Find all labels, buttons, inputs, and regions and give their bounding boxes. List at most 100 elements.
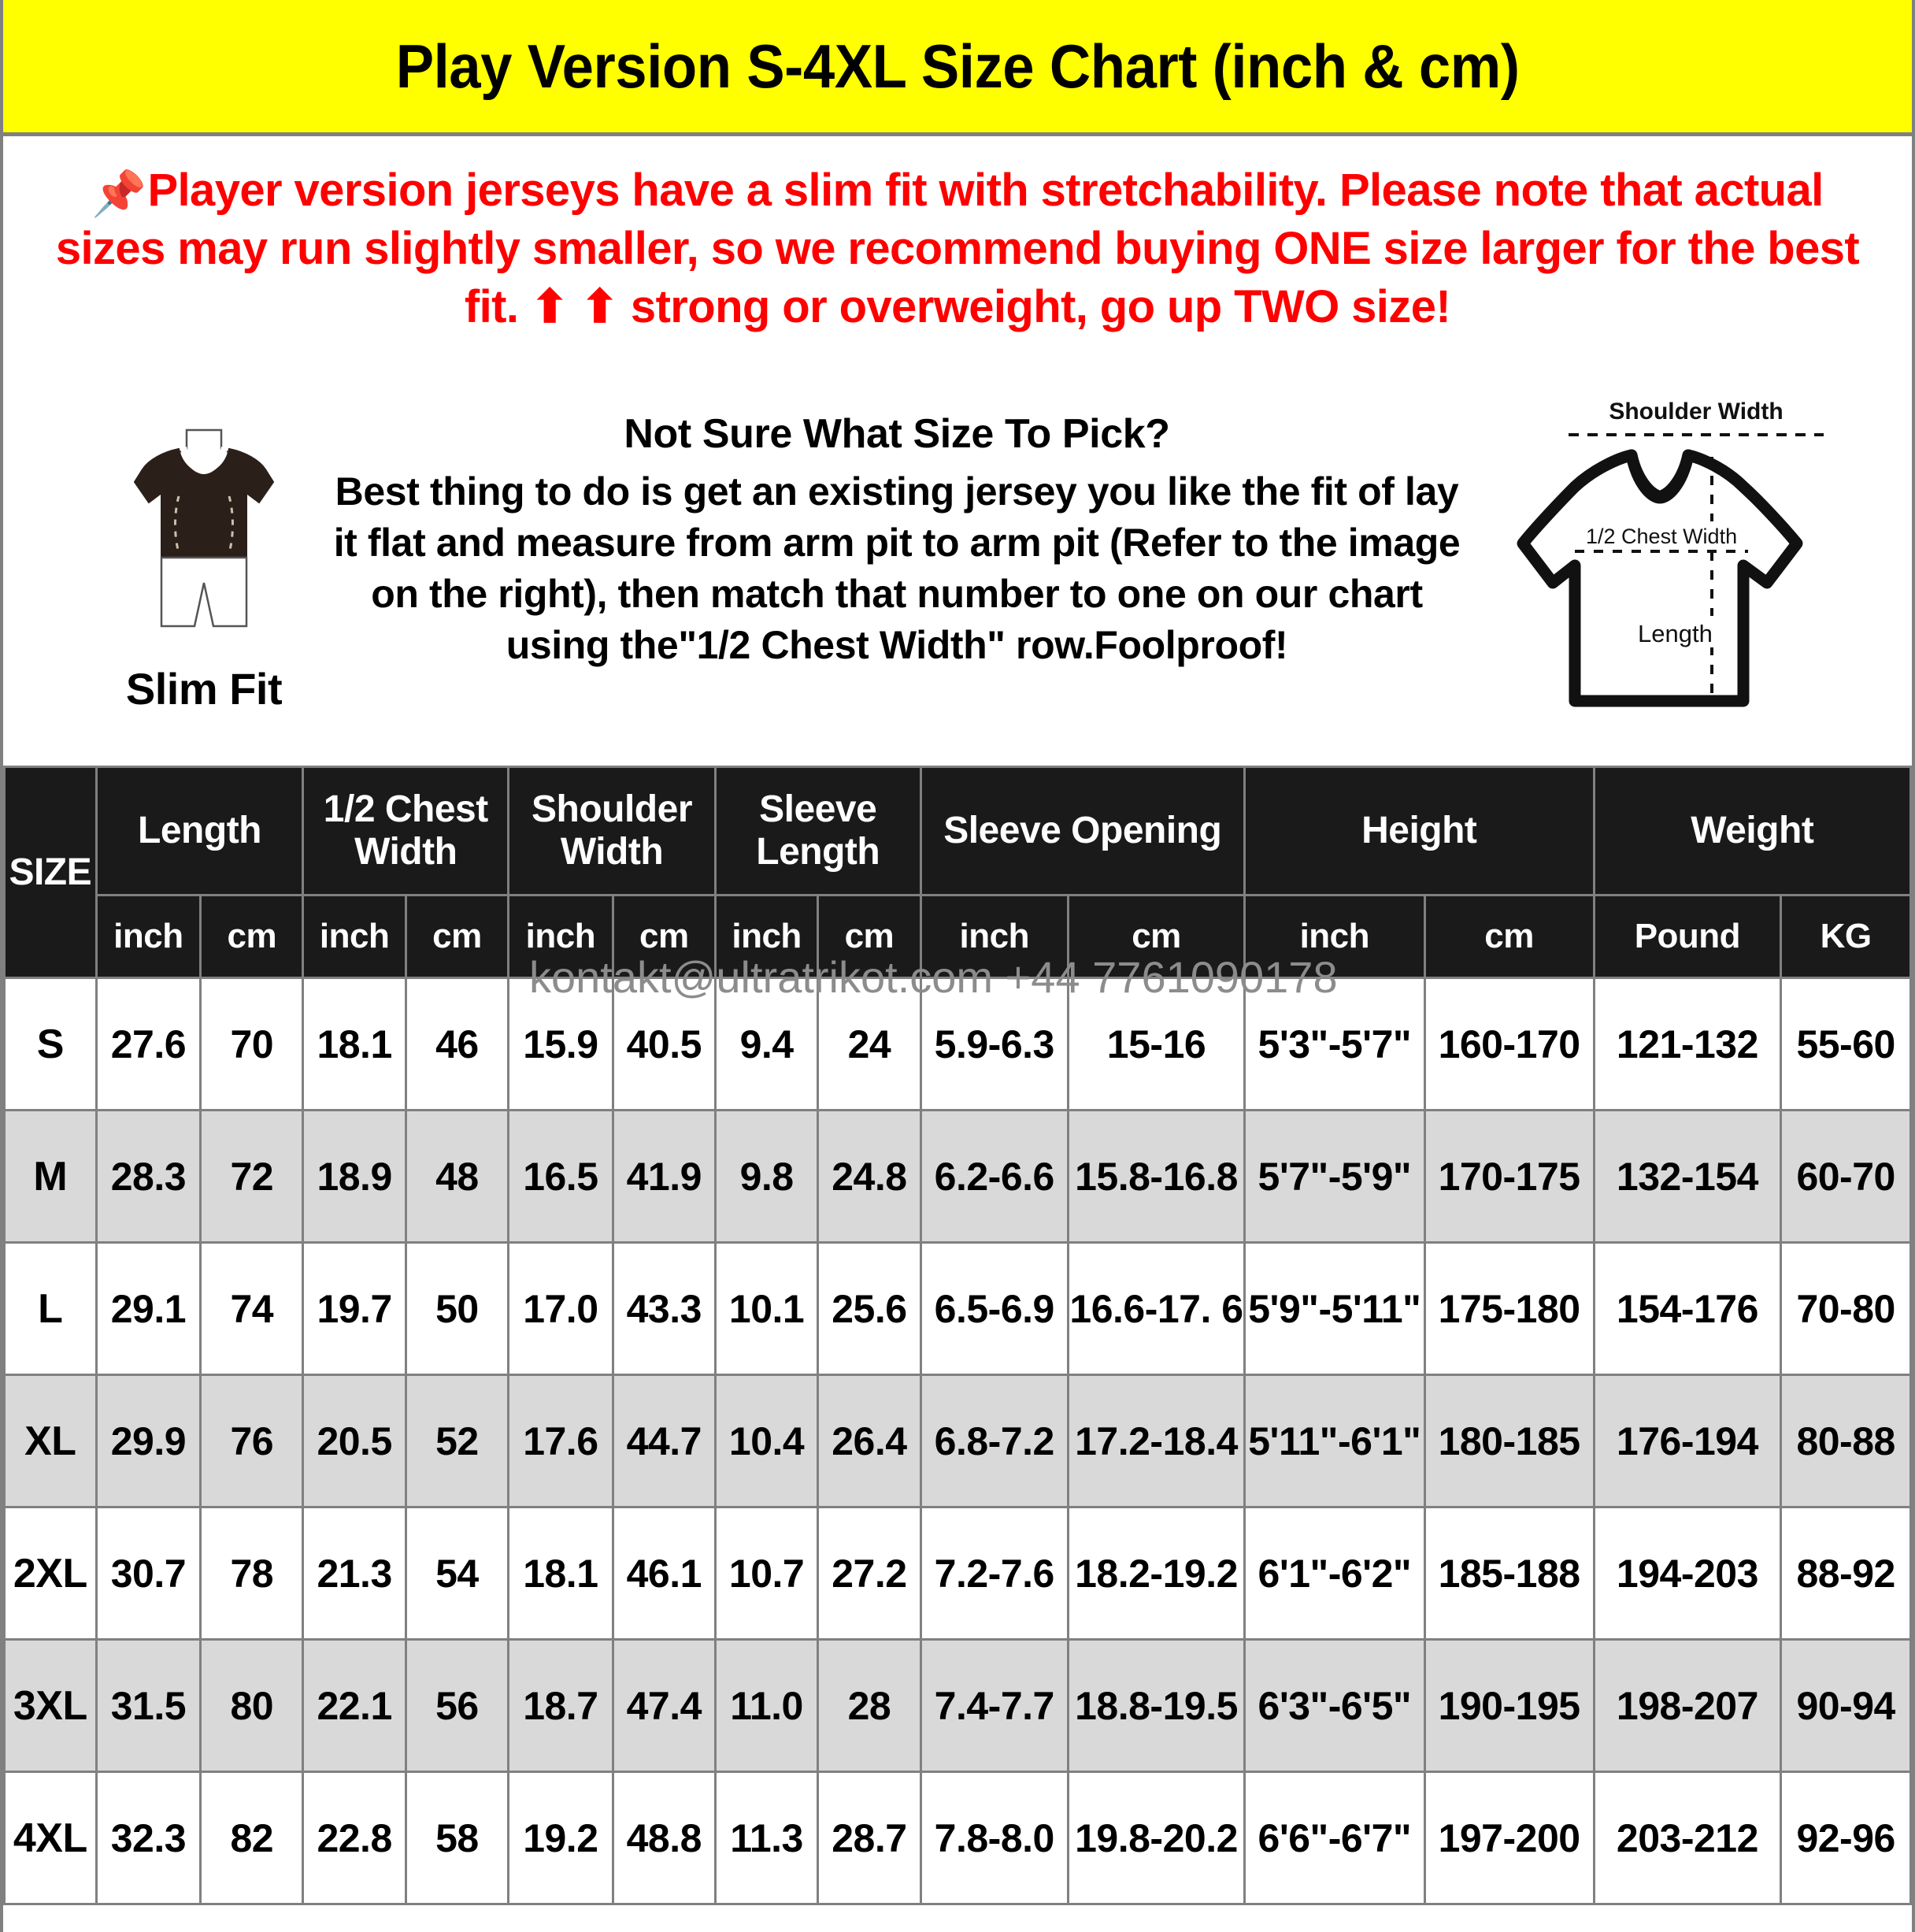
cell-inch: 10.7 [713, 1506, 820, 1641]
cell-pound: 132-154 [1592, 1109, 1783, 1244]
cell-inch: 11.0 [713, 1638, 820, 1773]
cell-cm: 41.9 [611, 1109, 717, 1244]
cell-inch: 20.5 [302, 1374, 407, 1508]
cell-cm: 190-195 [1423, 1638, 1595, 1773]
cell-cm: 16.6-17. 6 [1066, 1241, 1246, 1376]
cell-cm: 15.8-16.8 [1066, 1109, 1246, 1244]
cell-cm: 185-188 [1423, 1506, 1595, 1641]
cell-inch: 9.8 [713, 1109, 820, 1244]
cell-inch: 16.5 [507, 1109, 614, 1244]
table-header-group-row: SIZE Length 1/2 Chest Width Shoulder Wid… [3, 766, 1913, 979]
cell-pound: 121-132 [1592, 977, 1783, 1111]
table-row: M 28.3 72 18.9 48 16.5 41.9 9.8 24.8 6.2-6.6 15.8-… [3, 1109, 1912, 1244]
header-weight: Weight [1592, 766, 1913, 896]
cell-inch: 5'3"-5'7" [1243, 977, 1426, 1111]
table-head: SIZE Length 1/2 Chest Width Shoulder Wid… [3, 766, 1913, 979]
shoulder-width-label: Shoulder Width [1609, 399, 1783, 425]
cell-inch: 6'1"-6'2" [1243, 1506, 1426, 1641]
slim-fit-figure: Slim Fit [74, 425, 334, 714]
cell-inch: 10.1 [713, 1241, 820, 1376]
length-label: Length [1638, 620, 1713, 647]
cell-inch: 30.7 [94, 1506, 202, 1641]
cell-cm: 26.4 [817, 1374, 922, 1508]
cell-cm: 43.3 [611, 1241, 717, 1376]
cell-inch: 7.4-7.7 [919, 1638, 1069, 1773]
cell-size: 2XL [3, 1506, 98, 1641]
table-row: 4XL 32.3 82 22.8 58 19.2 48.8 11.3 28.7 7.8-8.0 19… [3, 1771, 1912, 1905]
unit-height-cm: cm [1423, 894, 1595, 979]
cell-size: L [3, 1241, 98, 1376]
cell-cm: 27.2 [817, 1506, 922, 1641]
cell-kg: 88-92 [1780, 1506, 1912, 1641]
cell-cm: 197-200 [1423, 1771, 1595, 1905]
size-chart-table: SIZE Length 1/2 Chest Width Shoulder Wid… [3, 766, 1913, 1905]
header-sleeve-length: Sleeve Length [713, 766, 922, 896]
cell-cm: 48.8 [611, 1771, 717, 1905]
cell-inch: 9.4 [713, 977, 820, 1111]
cell-inch: 29.9 [94, 1374, 202, 1508]
cell-inch: 17.0 [507, 1241, 614, 1376]
cell-inch: 6.5-6.9 [919, 1241, 1069, 1376]
cell-cm: 48 [404, 1109, 510, 1244]
cell-pound: 203-212 [1592, 1771, 1783, 1905]
cell-inch: 6'3"-6'5" [1243, 1638, 1426, 1773]
cell-kg: 90-94 [1780, 1638, 1912, 1773]
middle-band: Slim Fit Not Sure What Size To Pick? Bes… [3, 394, 1912, 764]
mannequin-icon [133, 428, 275, 628]
sizing-advice: Not Sure What Size To Pick? Best thing t… [326, 408, 1468, 671]
cell-pound: 154-176 [1592, 1241, 1783, 1376]
unit-shoulder-inch: inch [507, 894, 614, 979]
cell-kg: 55-60 [1780, 977, 1912, 1111]
cell-inch: 29.1 [94, 1241, 202, 1376]
cell-cm: 74 [199, 1241, 305, 1376]
unit-shoulder-cm: cm [611, 894, 717, 979]
unit-sleeve-length-inch: inch [713, 894, 820, 979]
cell-cm: 44.7 [611, 1374, 717, 1508]
cell-inch: 27.6 [94, 977, 202, 1111]
notice-text: 📌Player version jerseys have a slim fit … [31, 161, 1884, 337]
unit-sleeve-opening-cm: cm [1066, 894, 1246, 979]
cell-inch: 18.1 [302, 977, 407, 1111]
half-chest-width-label: 1/2 Chest Width [1586, 525, 1737, 548]
unit-height-inch: inch [1243, 894, 1426, 979]
table-row: L 29.1 74 19.7 50 17.0 43.3 10.1 25.6 6.5-6.9 16.6… [3, 1241, 1912, 1376]
cell-inch: 5.9-6.3 [919, 977, 1069, 1111]
cell-inch: 10.4 [713, 1374, 820, 1508]
cell-inch: 32.3 [94, 1771, 202, 1905]
cell-cm: 18.2-19.2 [1066, 1506, 1246, 1641]
cell-cm: 82 [199, 1771, 305, 1905]
unit-length-cm: cm [199, 894, 305, 979]
cell-kg: 60-70 [1780, 1109, 1912, 1244]
sizing-advice-headline: Not Sure What Size To Pick? [624, 411, 1170, 457]
cell-inch: 11.3 [713, 1771, 820, 1905]
cell-cm: 72 [199, 1109, 305, 1244]
cell-cm: 40.5 [611, 977, 717, 1111]
tshirt-collar-icon [1625, 449, 1695, 504]
header-half-chest-width: 1/2 Chest Width [302, 766, 510, 896]
unit-sleeve-opening-inch: inch [919, 894, 1069, 979]
cell-cm: 18.8-19.5 [1066, 1638, 1246, 1773]
cell-kg: 80-88 [1780, 1374, 1912, 1508]
cell-size: S [3, 977, 98, 1111]
table-body: S 27.6 70 18.1 46 15.9 40.5 9.4 24 5.9-6.3 15-16 5'… [3, 977, 1912, 1905]
cell-cm: 24 [817, 977, 922, 1111]
pushpin-icon: 📌 [91, 169, 146, 218]
table-row: XL 29.9 76 20.5 52 17.6 44.7 10.4 26.4 6.8-7.2 17.… [3, 1374, 1912, 1508]
cell-kg: 92-96 [1780, 1771, 1912, 1905]
cell-cm: 52 [404, 1374, 510, 1508]
cell-cm: 80 [199, 1638, 305, 1773]
cell-pound: 176-194 [1592, 1374, 1783, 1508]
cell-cm: 70 [199, 977, 305, 1111]
cell-cm: 58 [404, 1771, 510, 1905]
notice-body: Player version jerseys have a slim fit w… [55, 165, 1860, 333]
cell-kg: 70-80 [1780, 1241, 1912, 1376]
table-header-unit-row: inch cm inch cm inch cm inch cm inch cm … [5, 894, 1912, 979]
slim-fit-label: Slim Fit [125, 664, 283, 714]
cell-inch: 22.1 [302, 1638, 407, 1773]
table-row: 2XL 30.7 78 21.3 54 18.1 46.1 10.7 27.2 7.2-7.6 18… [3, 1506, 1912, 1641]
cell-inch: 7.2-7.6 [919, 1506, 1069, 1641]
cell-cm: 76 [199, 1374, 305, 1508]
tshirt-measurement-diagram: Shoulder Width 1/2 Chest Width Length [1499, 386, 1893, 756]
header-sleeve-opening: Sleeve Opening [919, 766, 1246, 896]
